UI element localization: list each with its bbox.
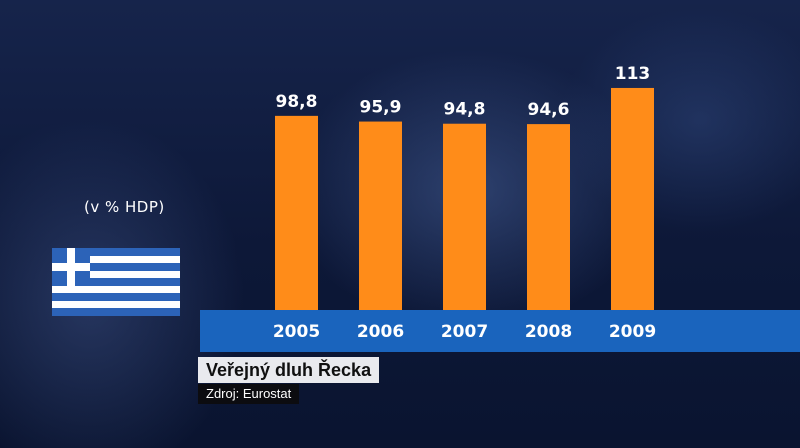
data-label-2005: 98,8 bbox=[276, 92, 318, 112]
chart-source: Zdroj: Eurostat bbox=[198, 384, 300, 404]
x-tick-label-2007: 2007 bbox=[441, 322, 488, 342]
bars-group: 98,8 2005 95,9 2006 94,8 2007 94,6 2008 113 2009 bbox=[273, 64, 656, 342]
data-label-2006: 95,9 bbox=[360, 98, 402, 118]
bar-2005 bbox=[275, 115, 318, 310]
x-tick-label-2009: 2009 bbox=[609, 322, 656, 342]
bar-2008 bbox=[527, 124, 570, 311]
x-axis-band bbox=[200, 310, 800, 352]
data-label-2009: 113 bbox=[615, 64, 651, 84]
bar-2007 bbox=[443, 123, 486, 310]
unit-label: (v % HDP) bbox=[84, 198, 165, 216]
bar-2009 bbox=[611, 87, 654, 310]
greek-flag-icon bbox=[52, 248, 180, 316]
bar-2006 bbox=[359, 121, 402, 310]
data-label-2007: 94,8 bbox=[444, 100, 486, 120]
x-tick-label-2006: 2006 bbox=[357, 322, 404, 342]
data-label-2008: 94,6 bbox=[528, 100, 570, 120]
x-tick-label-2005: 2005 bbox=[273, 322, 320, 342]
x-tick-label-2008: 2008 bbox=[525, 322, 572, 342]
chart-title: Veřejný dluh Řecka bbox=[198, 357, 380, 383]
